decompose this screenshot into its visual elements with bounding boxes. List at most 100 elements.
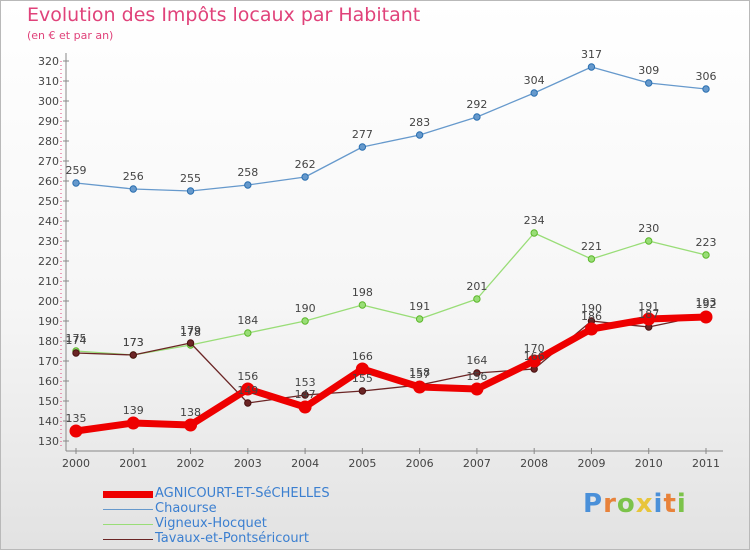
chart-title: Evolution des Impôts locaux par Habitant [27, 4, 421, 26]
legend-label: AGNICOURT-ET-SéCHELLES [155, 486, 330, 501]
data-label: 191 [409, 300, 430, 313]
x-tick-label: 2003 [234, 457, 262, 470]
logo-letter: t [663, 489, 677, 519]
data-point-3 [129, 351, 137, 359]
data-point-1 [415, 131, 424, 139]
data-point-3 [244, 399, 252, 407]
series-line-3 [75, 314, 707, 404]
data-label: 309 [638, 64, 659, 77]
y-tick-label: 210 [38, 275, 59, 288]
data-point-0 [126, 416, 140, 430]
y-tick-label: 260 [38, 175, 59, 188]
data-label: 166 [524, 350, 545, 363]
y-tick-label: 280 [38, 135, 59, 148]
data-point-0 [584, 322, 598, 336]
data-point-0 [241, 382, 255, 396]
y-tick-label: 150 [38, 395, 59, 408]
logo-letter: i [653, 489, 664, 519]
data-point-1 [645, 79, 653, 87]
data-label: 201 [466, 280, 487, 293]
y-tick-label: 310 [38, 75, 59, 88]
data-point-0 [69, 424, 83, 438]
chart-subtitle: (en € et par an) [27, 29, 114, 42]
data-label: 317 [581, 48, 602, 61]
y-tick-label: 250 [38, 195, 59, 208]
data-point-3 [72, 349, 80, 357]
y-tick-label: 290 [38, 115, 59, 128]
data-point-2 [473, 295, 481, 303]
data-point-3 [186, 339, 195, 347]
data-label: 153 [295, 376, 316, 389]
x-tick-label: 2006 [406, 457, 434, 470]
y-tick-label: 180 [38, 335, 59, 348]
data-label: 179 [180, 324, 201, 337]
series-line-2 [75, 232, 707, 356]
data-label: 255 [180, 172, 201, 185]
data-label: 155 [352, 372, 373, 385]
data-point-1 [129, 185, 137, 193]
data-label: 157 [409, 368, 430, 381]
data-point-1 [473, 113, 481, 121]
data-label: 149 [237, 384, 258, 397]
y-tick-label: 140 [38, 415, 59, 428]
data-label: 306 [696, 70, 717, 83]
data-point-1 [244, 181, 252, 189]
data-label: 262 [295, 158, 316, 171]
legend-label: Tavaux-et-Pontséricourt [155, 531, 310, 546]
data-label: 190 [581, 302, 602, 315]
y-tick-label: 300 [38, 95, 59, 108]
data-label: 164 [466, 354, 487, 367]
data-label: 186 [581, 310, 602, 323]
data-label: 173 [123, 336, 144, 349]
data-point-0 [355, 362, 369, 376]
data-label: 170 [524, 342, 545, 355]
proxiti-logo: Proxiti [583, 489, 687, 519]
y-tick-label: 160 [38, 375, 59, 388]
legend-label: Vigneux-Hocquet [155, 516, 267, 531]
data-point-2 [530, 229, 538, 237]
data-label: 230 [638, 222, 659, 235]
x-tick-label: 2000 [62, 457, 90, 470]
data-label: 277 [352, 128, 373, 141]
logo-letter: P [583, 489, 604, 519]
data-label: 234 [524, 214, 545, 227]
data-label: 259 [66, 164, 87, 177]
data-point-2 [244, 329, 252, 337]
data-label: 187 [638, 308, 659, 321]
y-tick-label: 270 [38, 155, 59, 168]
legend-swatch [103, 524, 153, 525]
data-point-1 [186, 187, 195, 195]
data-point-1 [587, 63, 596, 71]
logo-letter: i [676, 489, 687, 519]
legend-swatch [103, 509, 153, 510]
series-line-1 [75, 66, 707, 192]
logo-letter: r [603, 489, 617, 519]
y-tick-label: 190 [38, 315, 59, 328]
data-point-2 [358, 301, 367, 309]
data-label: 156 [237, 370, 258, 383]
data-point-1 [72, 179, 80, 187]
y-tick-label: 200 [38, 295, 59, 308]
x-tick-label: 2007 [463, 457, 491, 470]
data-label: 138 [180, 406, 201, 419]
data-label: 193 [696, 296, 717, 309]
x-tick-label: 2010 [635, 457, 663, 470]
y-tick-label: 240 [38, 215, 59, 228]
data-point-0 [642, 312, 656, 326]
data-point-2 [645, 237, 653, 245]
data-point-3 [301, 391, 309, 399]
data-label: 156 [466, 370, 487, 383]
data-label: 175 [66, 332, 87, 345]
y-tick-label: 220 [38, 255, 59, 268]
data-point-1 [702, 85, 710, 93]
data-point-0 [413, 380, 427, 394]
data-point-0 [527, 354, 541, 368]
data-point-2 [301, 317, 309, 325]
x-tick-label: 2009 [577, 457, 605, 470]
x-tick-label: 2002 [177, 457, 205, 470]
data-label: 178 [180, 326, 201, 339]
data-point-1 [530, 89, 538, 97]
x-tick-label: 2001 [119, 457, 147, 470]
